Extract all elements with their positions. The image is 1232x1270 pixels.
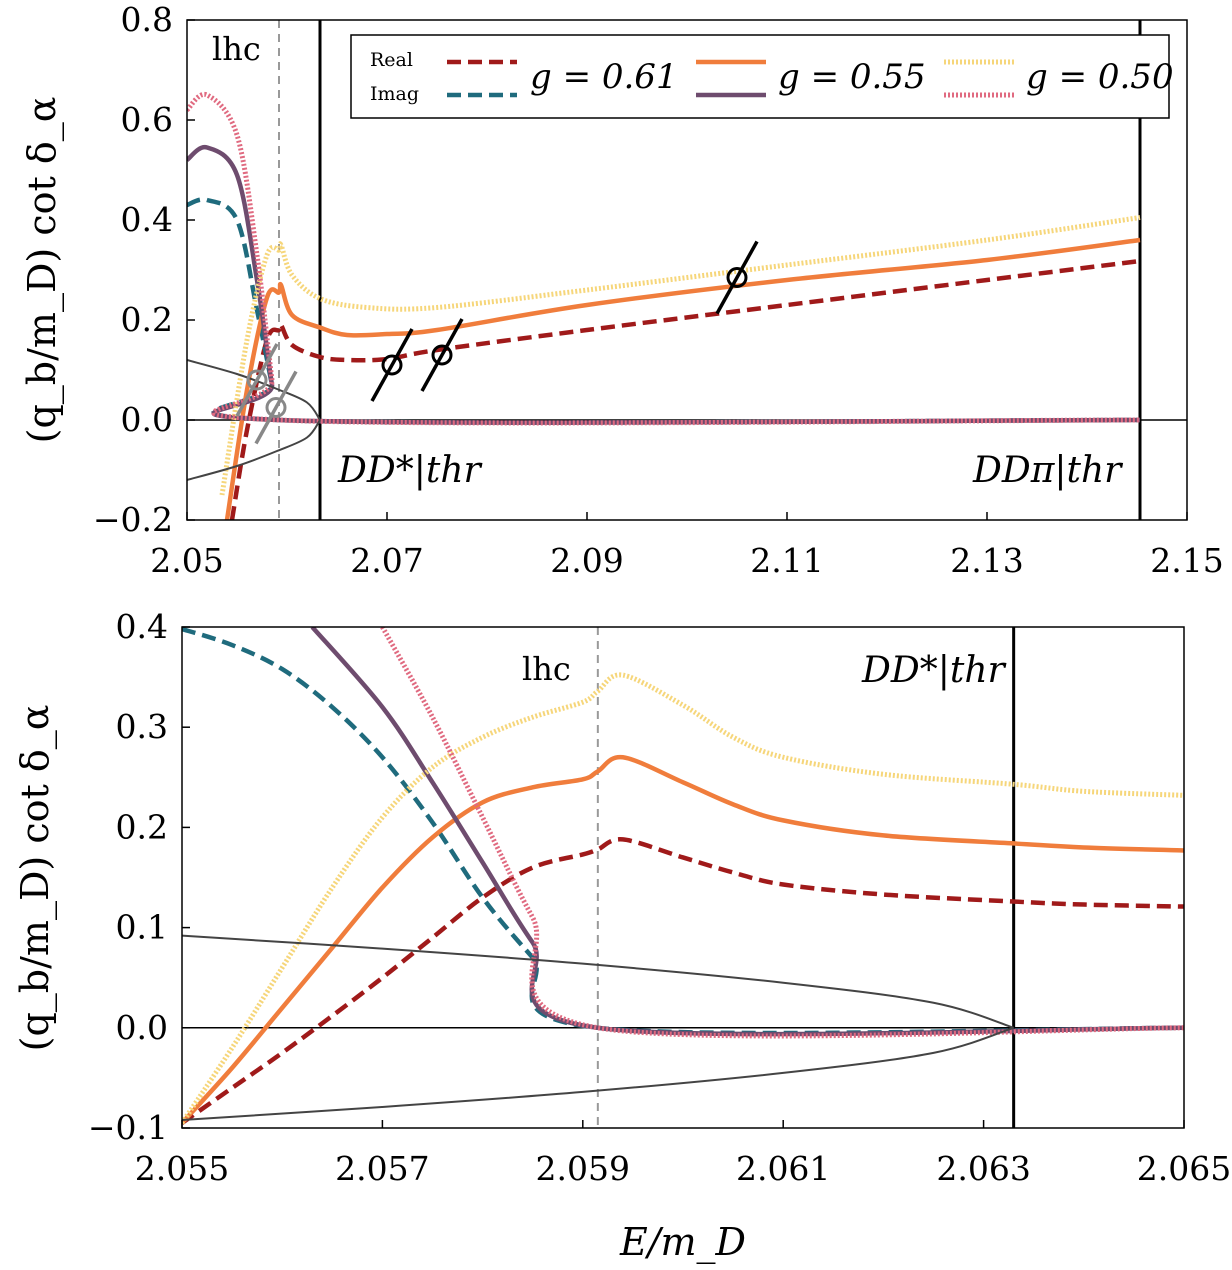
top-ytick-label-3: 0.4 [121,200,173,239]
top-series-real-g-0-50 [219,215,1141,496]
top-frame [186,19,1188,521]
top-marker-bar-2 [370,328,414,402]
top-ytick-label-4: 0.6 [121,100,173,139]
bottom-ytick-label-0: −0.1 [88,1108,168,1147]
bottom-series-real-g-0-55 [182,754,1184,1125]
bottom-series-imag-g-0-55 [310,627,1184,1037]
top-xtick-label-1: 2.07 [350,541,423,580]
bottom-ddstar-label: DD*|thr [861,650,1007,691]
top-series-real-g-0-61 [229,258,1141,520]
top-ytick-label-0: −0.2 [93,500,173,539]
bottom-xtick-label-1: 2.057 [335,1149,429,1188]
bottom-ytick-label-5: 0.4 [116,607,168,646]
top-series-real-g-0-55 [224,237,1141,520]
top-series-imag-g-0-55 [187,144,1141,425]
bottom-ytick-label-1: 0.0 [116,1008,168,1047]
top-marker-bar-3 [420,318,464,392]
bottom-xtick-label-2: 2.059 [536,1149,630,1188]
top-ticks: 2.05 2.07 2.09 2.11 2.13 2.15 −0.2 0.0 0.2 0.4 0.6… [93,0,1224,580]
bottom-xtick-label-0: 2.055 [135,1149,229,1188]
bottom-ylabel: (q_b/m_D) cot δ_α [13,705,58,1052]
top-xtick-label-2: 2.09 [550,541,623,580]
top-marker-3 [431,344,453,366]
top-marker-bar-0 [235,343,279,417]
top-ytick-label-5: 0.8 [121,0,173,39]
bottom-series-real-g-0-61 [182,837,1184,1125]
bottom-series--q-reference-lower [182,1026,1014,1121]
legend-box [350,34,1170,119]
bottom-lhc-label: lhc [522,650,571,688]
top-ytick-label-2: 0.2 [121,300,173,339]
top-marker-0 [246,369,268,391]
legend-label-050: g = 0.50 [1026,57,1174,97]
bottom-ticks: 2.055 2.057 2.059 2.061 2.063 2.065 −0.1 0.0 0.1… [88,607,1231,1188]
top-xtick-label-4: 2.13 [950,541,1023,580]
top-ytick-label-1: 0.0 [121,400,173,439]
bottom-xtick-label-5: 2.065 [1137,1149,1231,1188]
top-marker-1 [265,397,287,418]
top-xtick-label-0: 2.05 [150,541,223,580]
top-series--q-reference-upper [187,359,321,421]
top-marker-bar-4 [715,240,759,315]
legend-imag-label: Imag [370,83,419,105]
top-series--q-reference-lower [187,419,321,481]
bottom-series--q-reference-upper [182,934,1014,1029]
legend-label-055: g = 0.55 [778,57,926,97]
bottom-ytick-label-2: 0.1 [116,908,168,947]
bottom-series-imag-g-0-50 [380,627,1184,1039]
top-lhc-label: lhc [212,30,261,68]
bottom-frame [181,626,1185,1129]
top-panel: 2.05 2.07 2.09 2.11 2.13 2.15 −0.2 0.0 0.2 0.4 0.6… [93,0,1224,580]
top-ddstar-label: DD*|thr [337,450,483,491]
legend-label-061: g = 0.61 [530,57,678,97]
top-xtick-label-3: 2.11 [750,541,823,580]
bottom-ytick-label-3: 0.2 [116,807,168,846]
xlabel: E/m_D [619,1220,746,1265]
bottom-xtick-label-4: 2.063 [936,1149,1030,1188]
bottom-series-real-g-0-50 [182,672,1184,1125]
top-marker-4 [726,267,748,288]
bottom-xtick-label-3: 2.061 [736,1149,830,1188]
top-ddpi-label: DDπ|thr [972,450,1123,491]
top-ylabel: (q_b/m_D) cot δ_α [20,97,65,444]
top-marker-bar-1 [254,370,298,445]
top-marker-2 [381,354,403,376]
top-series-imag-g-0-61 [187,197,1141,425]
legend-real-label: Real [370,49,413,71]
top-xtick-label-5: 2.15 [1150,541,1223,580]
bottom-ytick-label-4: 0.3 [116,707,168,746]
bottom-panel: 2.055 2.057 2.059 2.061 2.063 2.065 −0.1 0.0 0.1… [88,607,1231,1188]
legend: Real Imag g = 0.61 g = 0.55 g = 0.50 [350,34,1174,119]
bottom-series-imag-g-0-61 [182,627,1184,1036]
top-series-imag-g-0-50 [187,91,1141,426]
